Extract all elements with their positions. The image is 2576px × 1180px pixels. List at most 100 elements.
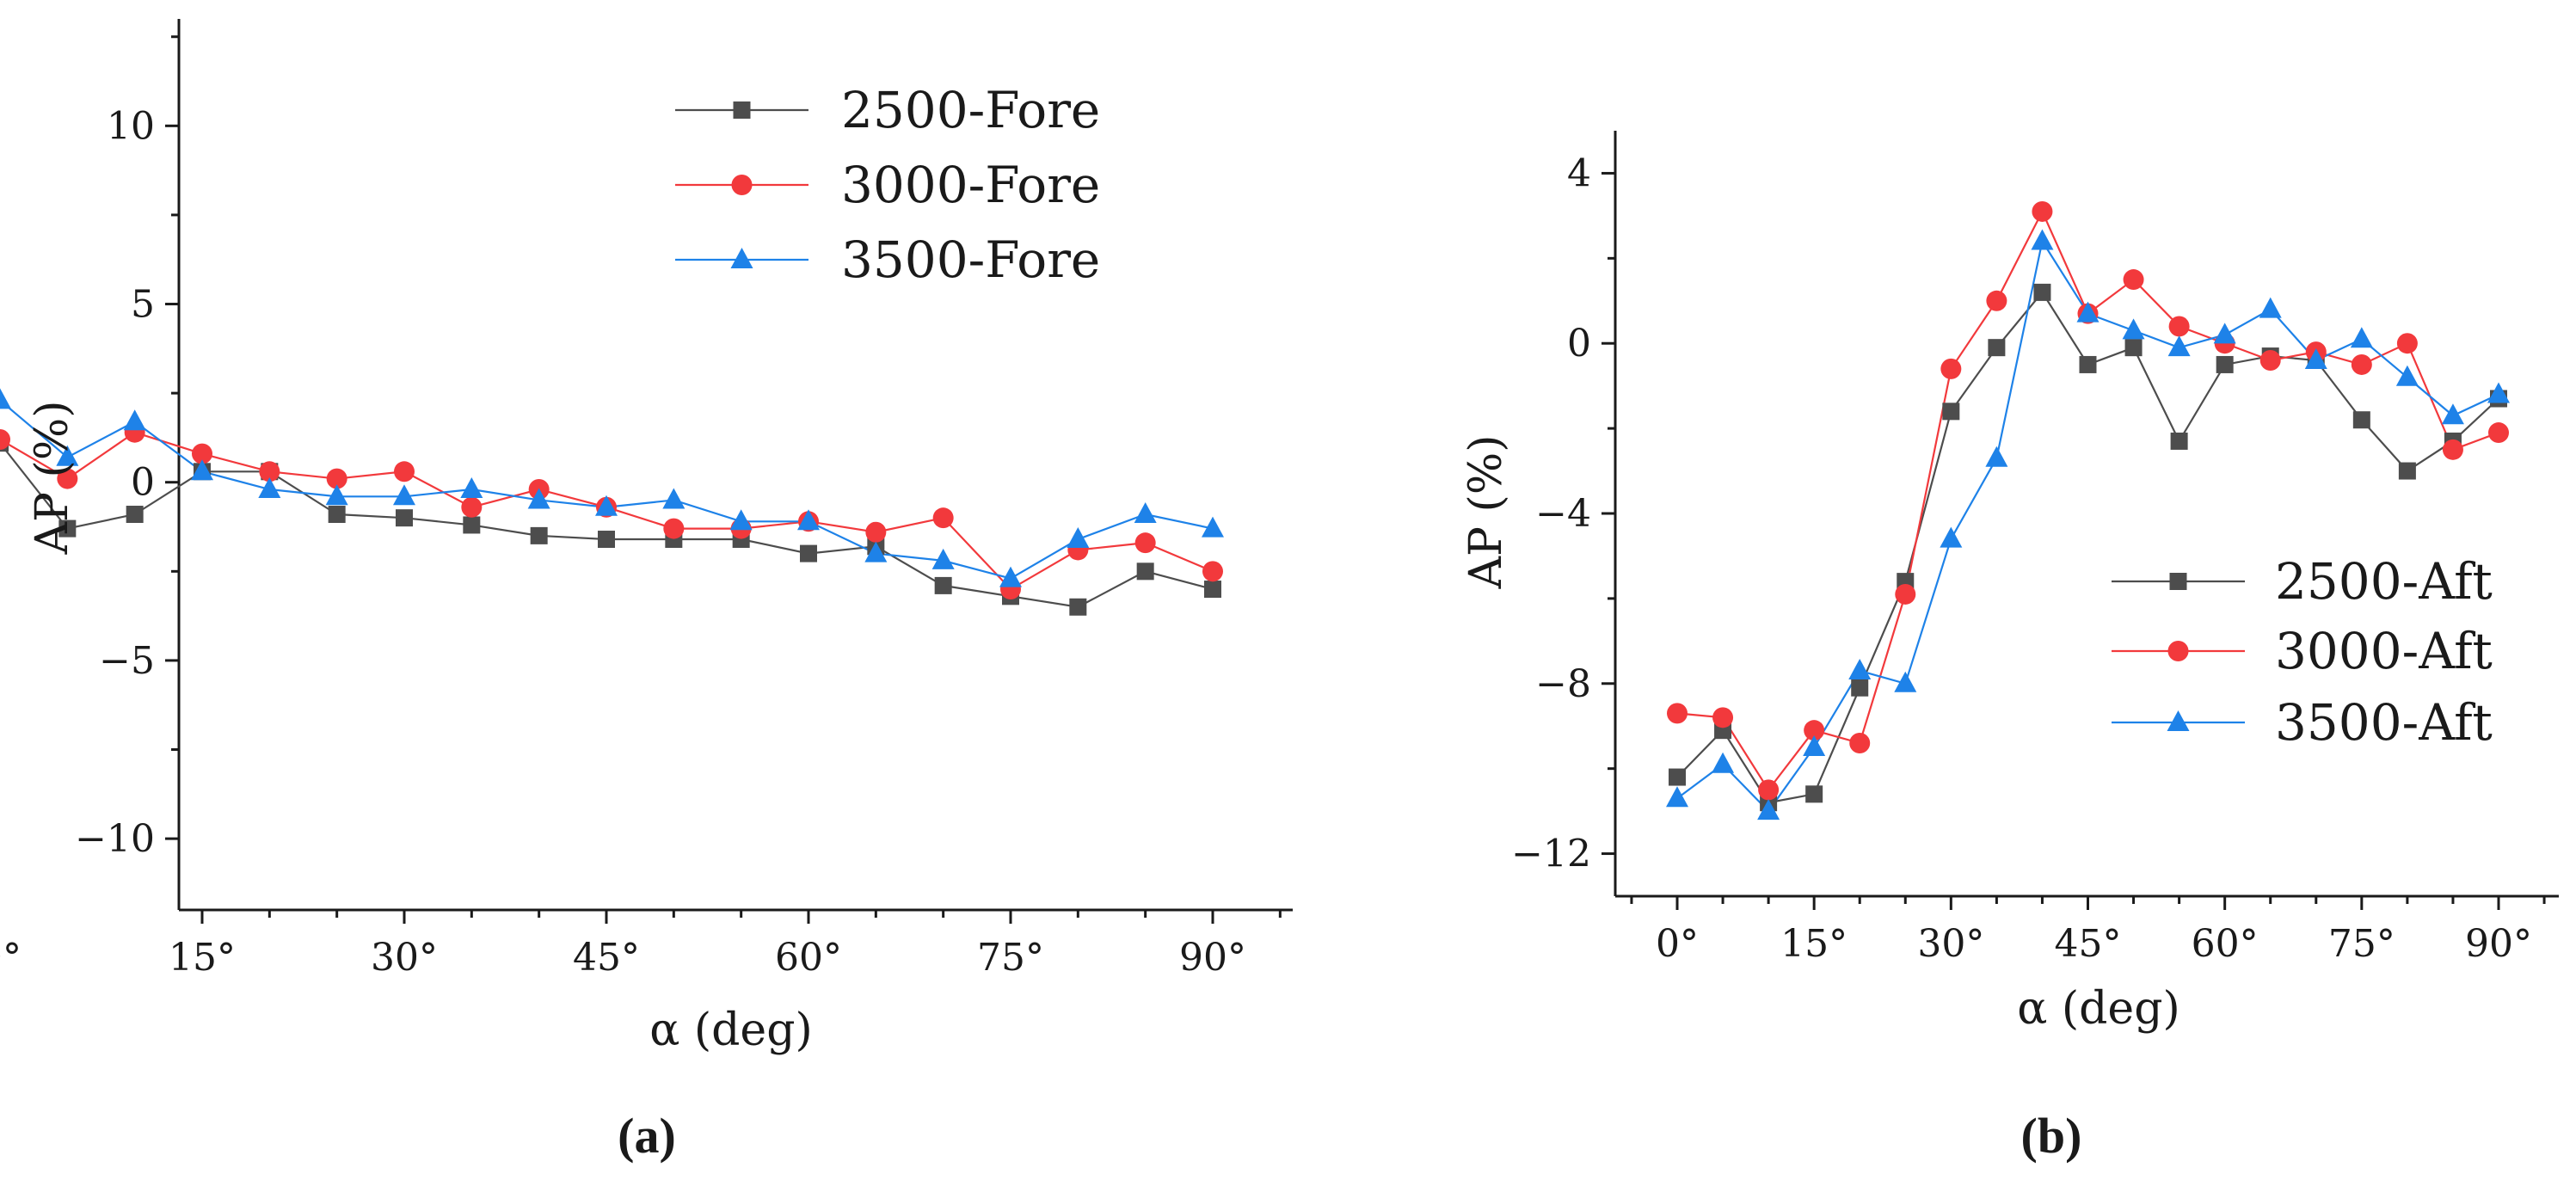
data-point-3000-Fore (57, 468, 78, 489)
data-point-3500-Fore (191, 459, 213, 481)
data-point-2500-Fore (328, 506, 346, 524)
data-point-3500-Fore (864, 541, 888, 562)
x-tick-label-b: 90° (2465, 922, 2532, 966)
data-point-2500-Fore (463, 516, 481, 534)
axes-a (177, 19, 1293, 912)
data-point-3500-Fore (527, 488, 550, 509)
x-tick-label-b: 0° (1656, 922, 1699, 966)
data-point-3000-Aft (1712, 707, 1734, 728)
data-point-3000-Aft (2488, 422, 2509, 444)
data-point-2500-Aft (2216, 355, 2234, 373)
legend-item-3500-Fore: 3500-Fore (675, 230, 1100, 289)
data-point-3500-Aft (2350, 327, 2373, 348)
data-point-3500-Fore (123, 409, 146, 431)
legend-item-3000-Fore: 3000-Fore (675, 156, 1100, 214)
data-point-3000-Aft (1804, 720, 1825, 741)
data-point-2500-Fore (530, 526, 548, 544)
data-point-2500-Aft (2124, 339, 2143, 357)
data-point-3500-Aft (1985, 446, 2008, 467)
legend-marker-3500-Aft (2167, 710, 2190, 731)
data-point-2500-Fore (1204, 581, 1221, 599)
panel-label-a: (a) (618, 1108, 676, 1164)
data-point-3000-Aft (2396, 333, 2418, 354)
x-tick-label-a: 0° (0, 936, 22, 980)
x-axis-title-b: α (deg) (2017, 983, 2180, 1035)
data-point-2500-Aft (1669, 768, 1686, 786)
legend-label-3000-Fore: 3000-Fore (841, 156, 1100, 214)
panel-letter-a: a (635, 1108, 660, 1164)
legend-marker-3000-Fore (731, 175, 753, 195)
data-point-3000-Aft (1667, 703, 1688, 724)
panel-letter-b: b (2038, 1108, 2065, 1164)
data-point-3000-Aft (1758, 779, 1780, 801)
data-point-2500-Fore (1136, 562, 1154, 581)
data-point-2500-Fore (598, 531, 615, 549)
data-point-3000-Aft (2259, 350, 2281, 371)
x-tick-label-b: 45° (2055, 922, 2122, 966)
data-point-2500-Fore (1069, 598, 1087, 616)
legend-label-3500-Aft: 3500-Aft (2275, 693, 2493, 752)
data-point-3500-Aft (1666, 786, 1688, 808)
data-point-3000-Fore (1134, 532, 1156, 554)
x-tick-label-b: 30° (1917, 922, 1984, 966)
legend-label-3500-Fore: 3500-Fore (841, 230, 1100, 289)
series-markers-a (0, 388, 1224, 616)
series-line-2500-Fore (0, 442, 1214, 608)
ticks-a: 0° 15° 30° 45° 60° 75° 90° −10 −5 0 5 10 (0, 35, 1282, 980)
data-point-3500-Fore (1067, 527, 1090, 549)
data-point-2500-Fore (126, 506, 144, 524)
data-point-3500-Aft (2167, 335, 2191, 357)
y-tick-label-a: 5 (131, 283, 155, 327)
panel-label-b: (b) (2021, 1108, 2082, 1164)
x-tick-label-a: 60° (775, 936, 842, 980)
legend-item-3000-Aft: 3000-Aft (2112, 622, 2493, 680)
data-point-3000-Fore (192, 443, 212, 464)
chart-panel-b: 0° 15° 30° 45° 60° 75° 90° −12 −8 −4 0 4 2500-Aft 30… (1460, 131, 2559, 1164)
data-point-3500-Fore (0, 388, 11, 409)
data-point-3000-Fore (1202, 561, 1223, 582)
legend-marker-3500-Fore (730, 248, 753, 268)
data-point-3500-Fore (460, 477, 483, 499)
legend-item-2500-Fore: 2500-Fore (675, 81, 1100, 139)
data-point-2500-Aft (1851, 679, 1869, 697)
legend-marker-2500-Aft (2169, 573, 2187, 590)
x-tick-label-a: 45° (573, 936, 640, 980)
x-tick-label-b: 60° (2192, 922, 2259, 966)
data-point-3000-Fore (932, 507, 954, 529)
y-tick-label-b: −4 (1535, 492, 1591, 536)
data-point-2500-Aft (1988, 339, 2006, 357)
data-point-2500-Fore (58, 519, 77, 538)
x-tick-label-a: 30° (371, 936, 438, 980)
y-tick-label-b: −8 (1535, 662, 1591, 706)
data-point-2500-Aft (1942, 403, 1960, 421)
data-point-3000-Fore (663, 518, 685, 539)
data-point-3000-Fore (326, 468, 347, 489)
data-point-3500-Aft (1894, 671, 1917, 692)
ticks-b: 0° 15° 30° 45° 60° 75° 90° −12 −8 −4 0 4 (1511, 151, 2546, 966)
legend-item-2500-Aft: 2500-Aft (2112, 552, 2493, 611)
y-tick-label-a: 10 (107, 104, 155, 148)
x-tick-label-b: 15° (1780, 922, 1847, 966)
data-point-3500-Fore (56, 445, 79, 466)
data-point-3000-Aft (2351, 353, 2372, 375)
data-point-3500-Aft (1803, 734, 1826, 756)
data-point-3000-Aft (1986, 290, 2007, 311)
data-point-3500-Aft (2395, 365, 2419, 386)
data-point-3000-Fore (461, 496, 483, 518)
data-point-3000-Aft (2123, 269, 2144, 291)
data-point-3000-Aft (1895, 583, 1916, 605)
legend-a: 2500-Fore 3000-Fore 3500-Fore (675, 81, 1100, 289)
data-point-3500-Aft (2304, 348, 2327, 369)
data-point-3500-Fore (393, 484, 415, 506)
y-tick-label-a: 0 (131, 461, 155, 505)
x-tick-label-a: 90° (1179, 936, 1246, 980)
data-point-3500-Aft (2076, 301, 2100, 323)
data-point-3500-Fore (595, 495, 618, 516)
data-point-3500-Aft (2441, 403, 2464, 425)
data-point-3000-Fore (259, 461, 280, 482)
y-tick-label-b: 4 (1567, 151, 1591, 195)
data-point-3000-Fore (865, 521, 887, 543)
data-point-3000-Aft (1940, 358, 1962, 379)
legend-label-2500-Fore: 2500-Fore (841, 81, 1100, 139)
